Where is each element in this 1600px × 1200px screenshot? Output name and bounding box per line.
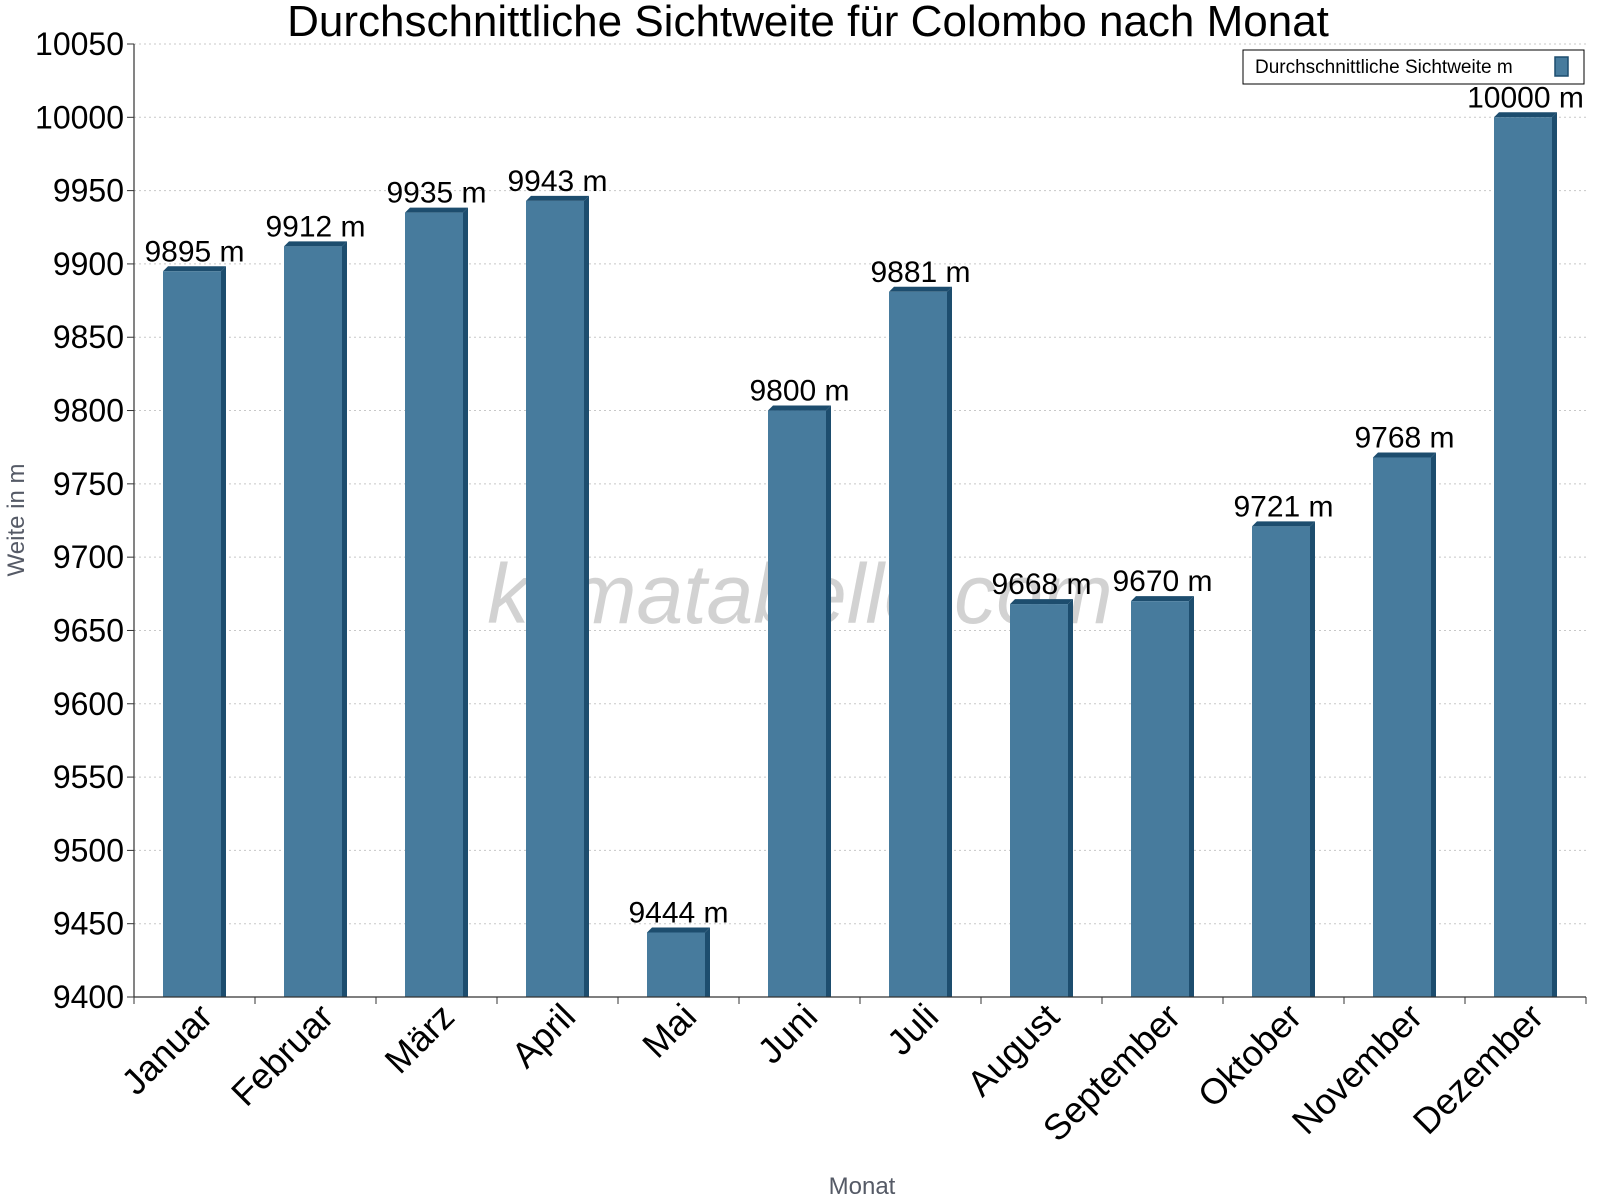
y-tick-label: 9900: [53, 246, 124, 282]
bar-side: [1431, 452, 1436, 997]
data-label: 9912 m: [265, 210, 365, 243]
bar-top: [889, 286, 952, 292]
legend-box: [1242, 49, 1585, 85]
data-label: 10000 m: [1467, 81, 1584, 114]
y-tick-label: 9450: [53, 906, 124, 942]
data-label: 9670 m: [1112, 565, 1212, 598]
x-tick-labels: Januar Februar März April Mai Juni Juli AugustS…: [113, 996, 1551, 1150]
bar: [1131, 596, 1194, 997]
y-tick-label: 9700: [53, 539, 124, 575]
bar-top: [405, 207, 468, 213]
y-tick-label: 9750: [53, 466, 124, 502]
bar-side: [705, 927, 710, 997]
y-tick-label: 10050: [35, 26, 124, 62]
bar-top: [163, 266, 226, 272]
x-tick-label: Juni: [749, 996, 825, 1072]
bar-side: [826, 405, 831, 997]
x-tick-label: Oktober: [1190, 996, 1310, 1116]
x-tick-label: Januar: [113, 996, 220, 1103]
bar: [1494, 112, 1557, 998]
bar-top: [768, 405, 831, 411]
bar-front: [284, 246, 342, 997]
y-tick-label: 10000: [35, 99, 124, 135]
bar-front: [1494, 117, 1552, 998]
data-label: 9943 m: [507, 165, 607, 198]
bar-side: [1068, 599, 1073, 997]
bar: [405, 207, 468, 998]
bar: [163, 266, 226, 997]
y-tick-label: 9500: [53, 832, 124, 868]
data-label: 9895 m: [144, 235, 244, 268]
legend-label: Durchschnittliche Sichtweite m: [1255, 57, 1513, 78]
bar: [1252, 521, 1315, 997]
y-tick-label: 9950: [53, 173, 124, 209]
x-tick-label: Februar: [223, 996, 341, 1114]
y-tick-label: 9650: [53, 612, 124, 648]
y-axis-label: Weite in m: [3, 464, 30, 577]
data-label: 9935 m: [386, 177, 486, 210]
bar-side: [947, 286, 952, 997]
data-labels: 9895 m 9912 m 9935 m 9943 m 9444 m 9800 m 9881…: [144, 81, 1583, 929]
y-tick-label: 9600: [53, 686, 124, 722]
data-label: 9768 m: [1354, 421, 1454, 454]
x-tick-label: November: [1284, 996, 1430, 1142]
x-axis-label: Monat: [829, 1173, 896, 1200]
y-tick-labels: 9400 9450 9500 9550 9600 9650 9700 9750 9800 9850…: [35, 26, 124, 1015]
x-tick-label: Mai: [634, 996, 704, 1066]
bar-front: [647, 932, 705, 997]
y-tick-label: 9850: [53, 319, 124, 355]
bar-side: [463, 207, 468, 998]
bar-side: [342, 241, 347, 997]
bar-side: [221, 266, 226, 997]
bar-front: [163, 271, 221, 997]
bar-front: [1010, 604, 1068, 997]
data-label: 9800 m: [749, 375, 849, 408]
legend: Durchschnittliche Sichtweite m: [1242, 49, 1585, 85]
x-tick-label: Dezember: [1405, 996, 1551, 1142]
bar-front: [405, 212, 463, 998]
bar-top: [1373, 452, 1436, 458]
x-tick-label: März: [377, 996, 463, 1082]
bar: [284, 241, 347, 997]
bar-front: [526, 200, 584, 997]
axes: [127, 43, 1587, 1004]
bar-front: [889, 291, 947, 997]
bar: [768, 405, 831, 997]
y-tick-label: 9400: [53, 979, 124, 1015]
bar-top: [647, 927, 710, 933]
x-tick-label: April: [503, 996, 583, 1076]
y-tick-label: 9800: [53, 393, 124, 429]
gridlines: [134, 43, 1586, 925]
data-label: 9668 m: [991, 568, 1091, 601]
bar-top: [1494, 112, 1557, 118]
bar-front: [768, 410, 826, 997]
bar-top: [1252, 521, 1315, 527]
bar-side: [584, 195, 589, 997]
bar-front: [1252, 526, 1310, 997]
x-tick-label: Juli: [879, 996, 946, 1063]
data-label: 9721 m: [1233, 490, 1333, 523]
x-tick-label: August: [959, 996, 1067, 1104]
bar-front: [1131, 601, 1189, 997]
bar-front: [1373, 457, 1431, 997]
bar: [647, 927, 710, 997]
bar-top: [284, 241, 347, 247]
y-tick-label: 9550: [53, 759, 124, 795]
bar: [1010, 599, 1073, 997]
bar: [526, 195, 589, 997]
legend-swatch: [1554, 56, 1569, 77]
bar-top: [526, 195, 589, 201]
bar-top: [1131, 596, 1194, 602]
data-label: 9881 m: [870, 256, 970, 289]
bar-side: [1552, 112, 1557, 998]
bars: [163, 112, 1557, 998]
bar: [889, 286, 952, 997]
bar-side: [1189, 596, 1194, 997]
chart-title: Durchschnittliche Sichtweite für Colombo…: [287, 0, 1329, 46]
bar-side: [1310, 521, 1315, 997]
bar-top: [1010, 599, 1073, 605]
data-label: 9444 m: [628, 896, 728, 929]
bar: [1373, 452, 1436, 997]
